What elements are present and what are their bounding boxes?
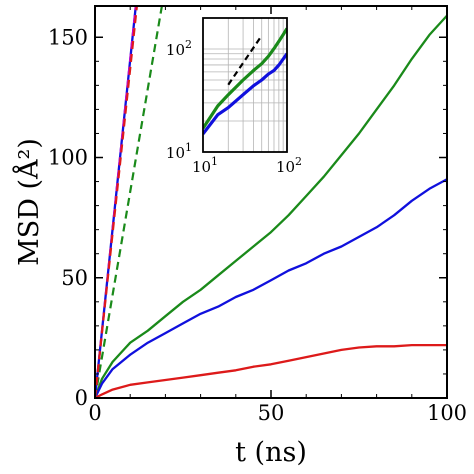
main-plot-series — [95, 6, 447, 398]
y-tick-label: 150 — [48, 25, 88, 49]
y-tick-label: 100 — [48, 146, 88, 170]
inset-series-0-line — [203, 27, 287, 130]
main-series-1-line — [95, 178, 447, 398]
main-series-6-line — [95, 6, 138, 398]
inset-series-1-line — [203, 52, 287, 135]
inset-x-tick-label: 102 — [276, 155, 302, 176]
x-tick-label: 100 — [427, 401, 467, 425]
main-series-0-line — [95, 14, 447, 398]
y-tick-label: 50 — [61, 266, 88, 290]
x-tick-label: 0 — [88, 401, 101, 425]
inset-y-tick-label: 101 — [166, 141, 192, 162]
x-axis-title: t (ns) — [235, 437, 307, 468]
inset-x-tick-label: 101 — [192, 155, 218, 176]
inset-background — [203, 18, 287, 152]
inset-plot: 101 102 101 102 — [166, 17, 302, 176]
y-axis-title: MSD (Å²) — [12, 138, 45, 266]
inset-plot-frame — [202, 17, 288, 153]
inset-plot-ticks: 101 102 101 102 — [166, 38, 302, 176]
x-tick-label: 50 — [258, 401, 285, 425]
main-plot-ticks: 0 50 100 0 50 100 150 — [48, 6, 467, 425]
inset-y-tick-label: 102 — [166, 38, 192, 59]
y-tick-label: 0 — [75, 386, 88, 410]
main-series-2-line — [95, 343, 447, 398]
inset-plot-series — [203, 27, 287, 135]
main-series-3-line — [95, 6, 163, 398]
